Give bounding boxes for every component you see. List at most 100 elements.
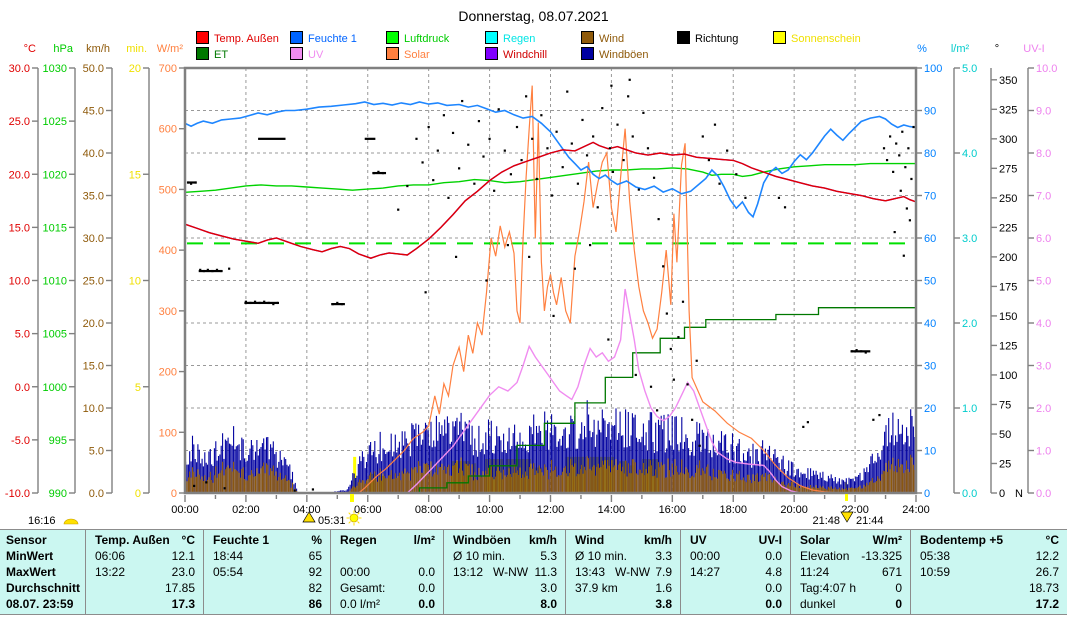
- weather-chart: 30.025.020.015.010.05.00.0-5.0-10.0°C 10 3…: [5, 43, 1058, 527]
- table-cell: 0.0: [418, 597, 435, 611]
- table-row: Durchschnitt: [0, 580, 85, 596]
- svg-text:4.0: 4.0: [962, 148, 977, 160]
- table-cell: 4.8: [765, 565, 782, 579]
- svg-text:5.0: 5.0: [962, 63, 977, 75]
- table-cell: Ø 10 min.: [453, 549, 506, 563]
- table-cell: 82: [308, 581, 322, 595]
- table-column-wind: Wind km/h Ø 10 min. 3.3 13:43 W-NW 7.9 37.9 km…: [565, 530, 680, 614]
- svg-text:700: 700: [159, 63, 177, 75]
- svg-text:3.0: 3.0: [962, 233, 977, 245]
- table-cell: 12.1: [171, 549, 195, 563]
- legend-label: Richtung: [695, 33, 739, 45]
- series-feuchte-1: [184, 101, 917, 219]
- table-cell: Wind: [575, 533, 605, 547]
- svg-text:hPa: hPa: [53, 43, 73, 55]
- table-cell: 00:00: [340, 565, 371, 579]
- table-cell: Gesamt:: [340, 581, 386, 595]
- table-cell: 671: [881, 565, 902, 579]
- axis-: 3503253002752502252001751501251007550250…: [990, 43, 1023, 500]
- sensor-stats-table: Sensor MinWert MaxWert Durchschnitt 08.07. 2…: [0, 529, 1067, 615]
- table-header-row: Solar W/m²: [791, 532, 910, 548]
- horizon-sun-icon: [63, 518, 79, 525]
- svg-text:15.0: 15.0: [9, 222, 30, 234]
- legend-label: Regen: [503, 33, 536, 45]
- table-cell: km/h: [643, 533, 672, 547]
- table-cell: 65: [308, 549, 322, 563]
- svg-text:km/h: km/h: [86, 43, 110, 55]
- table-row: 06:06 12.1: [86, 548, 203, 564]
- svg-text:1025: 1025: [43, 116, 67, 128]
- svg-text:100: 100: [159, 427, 177, 439]
- table-cell: %: [311, 533, 322, 547]
- svg-text:UV-I: UV-I: [1023, 43, 1044, 55]
- legend-item-windchill: Windchill: [485, 47, 547, 61]
- axis-l-m: 5.0 4.0 3.0 2.0 1.0 0.0 l/m²: [951, 43, 977, 500]
- svg-text:50.0: 50.0: [83, 63, 104, 75]
- table-row: 18.73: [911, 580, 1067, 596]
- svg-text:04:00: 04:00: [293, 504, 321, 516]
- legend-item-windb-en: Windböen: [581, 47, 649, 61]
- table-row: 0.0 l/m² 0.0: [331, 596, 443, 612]
- table-header-row: Windböen km/h: [444, 532, 565, 548]
- sunset-axis-mark: [845, 494, 848, 501]
- series-et: [352, 307, 916, 494]
- legend-swatch-windchill: [485, 47, 498, 60]
- legend-label: Sonnenschein: [791, 33, 861, 45]
- svg-text:2.0: 2.0: [1036, 403, 1051, 415]
- table-cell: 00:00: [690, 549, 721, 563]
- table-cell: 10:59: [920, 565, 951, 579]
- svg-text:2.0: 2.0: [962, 318, 977, 330]
- table-cell: 0: [895, 597, 902, 611]
- svg-text:30.0: 30.0: [83, 233, 104, 245]
- svg-text:00:00: 00:00: [171, 504, 199, 516]
- svg-text:40.0: 40.0: [83, 148, 104, 160]
- svg-text:995: 995: [49, 435, 67, 447]
- legend-label: Feuchte 1: [308, 33, 357, 45]
- axis-c: 30.0 25.0 20.0 15.0 10.0 5.0 0.0 -5.0 -10.0 °C: [5, 43, 39, 500]
- legend-swatch-temp-au-en: [196, 31, 209, 44]
- svg-text:05:31: 05:31: [318, 515, 346, 527]
- axis-km-h: 50.0 45.0 40.0 35.0 30.0 25.0 20.0 15.0 10.0 5.0 0…: [83, 43, 113, 500]
- legend-swatch-sonnenschein: [773, 31, 786, 44]
- svg-text:10: 10: [129, 276, 141, 288]
- table-row: 37.9 km 1.6: [566, 580, 680, 596]
- table-row: dunkel 0: [791, 596, 910, 612]
- table-cell: Solar: [800, 533, 831, 547]
- svg-text:100: 100: [999, 370, 1017, 382]
- table-row: 13:43 W-NW 7.9: [566, 564, 680, 580]
- legend-swatch-richtung: [677, 31, 690, 44]
- svg-text:25.0: 25.0: [83, 276, 104, 288]
- table-cell: 0.0: [765, 549, 782, 563]
- svg-text:45.0: 45.0: [83, 106, 104, 118]
- table-column-regen: Regen l/m² 00:00 0.0 Gesamt: 0.0 0.0 l/m² 0.0: [330, 530, 443, 614]
- table-row: 10:59 26.7: [911, 564, 1067, 580]
- table-column-windb-en: Windböen km/h Ø 10 min. 5.3 13:12 W-NW 11.3 3.…: [443, 530, 565, 614]
- legend-item-richtung: Richtung: [677, 31, 739, 45]
- svg-text:1000: 1000: [43, 382, 67, 394]
- svg-text:18:00: 18:00: [719, 504, 747, 516]
- series-temp-aussen: [184, 141, 917, 259]
- page-title: Donnerstag, 08.07.2021: [458, 8, 609, 24]
- legend-label: Wind: [599, 33, 625, 45]
- table-row: 00:00 0.0: [331, 564, 443, 580]
- legend-label: Temp. Außen: [214, 33, 279, 45]
- svg-text:°C: °C: [24, 43, 36, 55]
- svg-text:20: 20: [924, 403, 936, 415]
- table-row: 0.0: [681, 580, 790, 596]
- table-row: 11:24 671: [791, 564, 910, 580]
- svg-text:0: 0: [924, 488, 930, 500]
- svg-text:50: 50: [924, 276, 936, 288]
- table-cell: 3.3: [655, 549, 672, 563]
- svg-text:21:48: 21:48: [812, 515, 840, 527]
- legend-label: Solar: [404, 49, 430, 61]
- svg-text:3.0: 3.0: [1036, 361, 1051, 373]
- svg-text:125: 125: [999, 340, 1017, 352]
- svg-text:20.0: 20.0: [83, 318, 104, 330]
- legend-item-regen: Regen: [485, 31, 536, 45]
- table-cell: 12.2: [1035, 549, 1059, 563]
- table-cell: 5.3: [540, 549, 557, 563]
- table-row: 8.0: [444, 596, 565, 612]
- table-row: 05:38 12.2: [911, 548, 1067, 564]
- table-cell: UV-I: [758, 533, 782, 547]
